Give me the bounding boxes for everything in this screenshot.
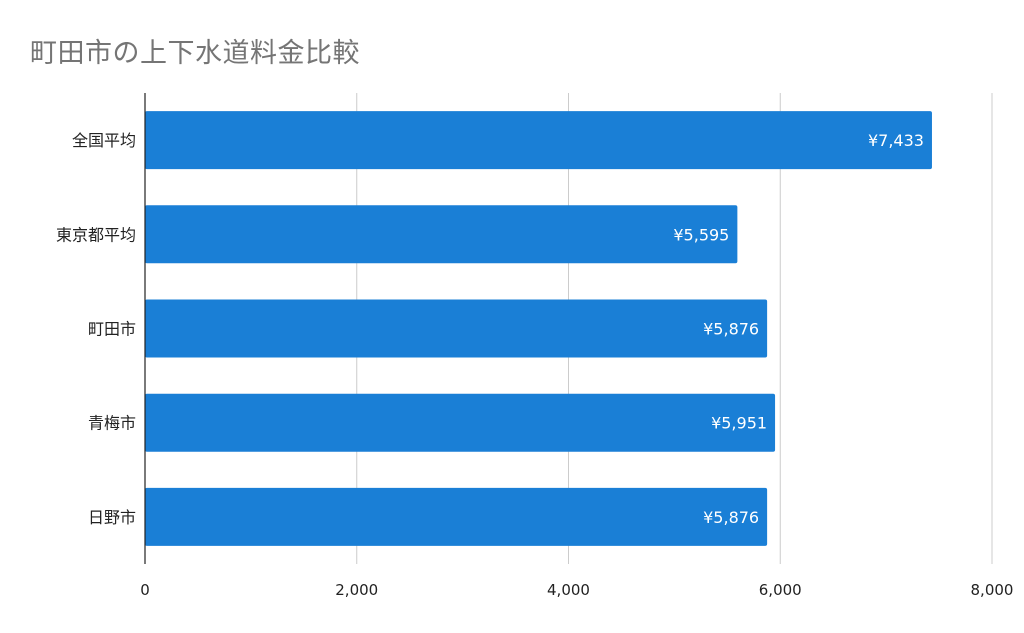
bar: [145, 487, 768, 546]
x-tick-label: 6,000: [759, 581, 802, 599]
x-tick-label: 8,000: [971, 581, 1014, 599]
data-label: ¥5,595: [673, 225, 729, 244]
chart-title: 町田市の上下水道料金比較: [30, 38, 360, 69]
category-label: 東京都平均: [56, 225, 136, 244]
data-label: ¥5,876: [703, 320, 759, 339]
data-label: ¥5,951: [711, 414, 767, 433]
data-label: ¥5,876: [703, 508, 759, 527]
category-label: 日野市: [88, 508, 136, 527]
bar: [145, 205, 738, 264]
x-tick-label: 0: [140, 581, 150, 599]
category-label: 青梅市: [88, 414, 136, 433]
x-tick-label: 2,000: [335, 581, 378, 599]
bar: [145, 393, 776, 452]
x-tick-label: 4,000: [547, 581, 590, 599]
category-label: 全国平均: [72, 131, 136, 150]
bar: [145, 299, 768, 358]
data-label: ¥7,433: [868, 131, 924, 150]
category-label: 町田市: [88, 320, 136, 339]
bar: [145, 111, 932, 170]
